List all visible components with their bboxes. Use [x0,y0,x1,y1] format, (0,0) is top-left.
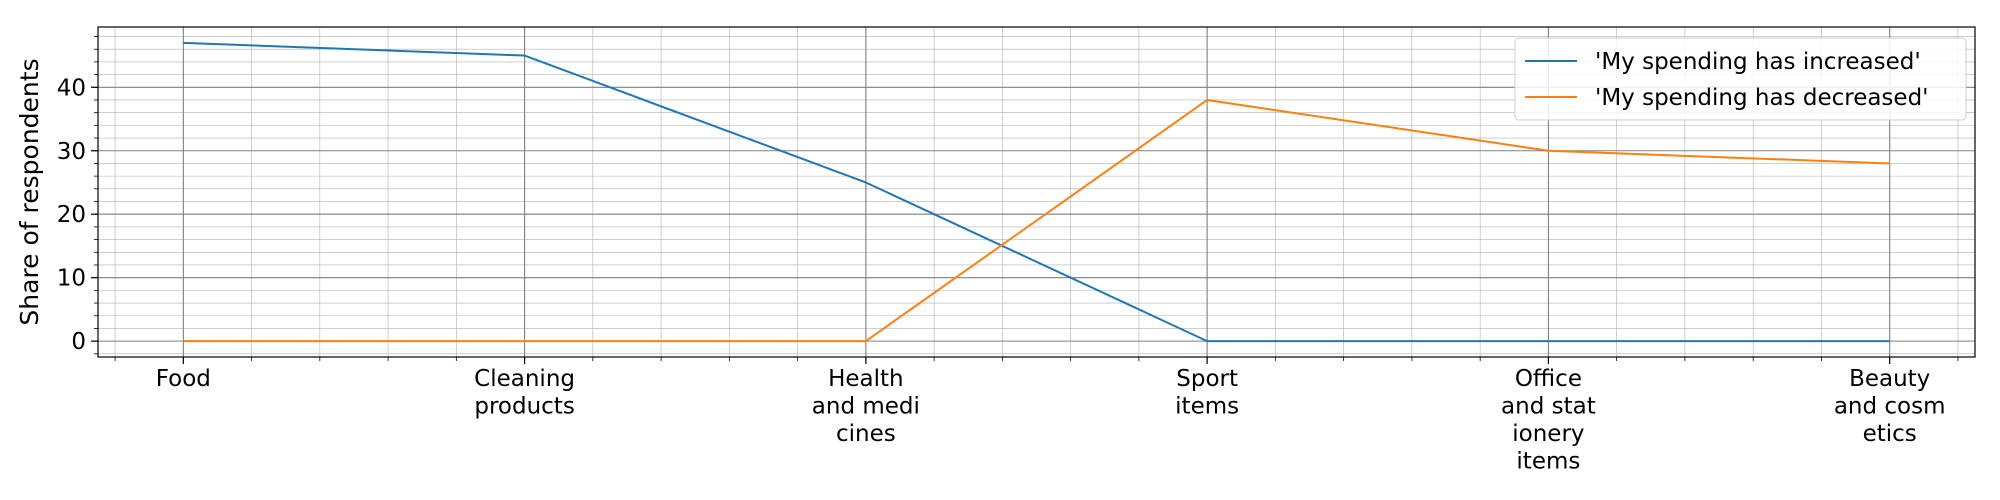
legend-label: 'My spending has increased' [1595,49,1921,75]
x-tick-label-line: Beauty [1849,366,1930,392]
x-tick-label-line: ionery [1512,421,1584,447]
y-tick-label: 30 [57,139,86,165]
x-tick-label: Sport items [1175,366,1239,420]
y-tick-label: 40 [57,75,86,101]
y-tick-label: 0 [71,329,86,355]
y-tick-label: 10 [57,266,86,292]
x-tick-label-line: and cosm [1834,394,1946,420]
x-tick-label-line: products [474,394,574,420]
x-tick-label-line: etics [1863,421,1917,447]
x-tick-label-line: Cleaning [474,366,575,392]
x-tick-label: Food [156,366,211,392]
x-tick-label-line: items [1175,394,1239,420]
plot-frame [97,26,1976,358]
legend: 'My spending has increased' 'My spending … [1514,37,1967,121]
axis-ticks: 0 10 20 30 40 Food Cleaning products Health and m… [57,36,1959,475]
y-tick-label: 20 [57,202,86,228]
x-tick-label-line: Health [828,366,904,392]
x-tick-label-line: Food [156,366,211,392]
x-tick-label: Office and stat ionery items [1501,366,1596,475]
x-tick-label-line: items [1516,449,1580,475]
x-tick-label: Beauty and cosm etics [1834,366,1946,447]
series-line [183,98,1890,343]
x-tick-label-line: Office [1515,366,1582,392]
y-axis-label: Share of respondents [15,58,44,325]
legend-box [1514,37,1967,121]
x-tick-label-line: and medi [812,394,920,420]
series-line [183,41,1890,343]
legend-label: 'My spending has decreased' [1595,85,1929,111]
series-lines [183,41,1890,343]
x-tick-label: Health and medi cines [812,366,920,447]
x-tick-label-line: cines [836,421,896,447]
x-tick-label-line: and stat [1501,394,1596,420]
x-tick-label-line: Sport [1176,366,1238,392]
x-tick-label: Cleaning products [474,366,575,420]
